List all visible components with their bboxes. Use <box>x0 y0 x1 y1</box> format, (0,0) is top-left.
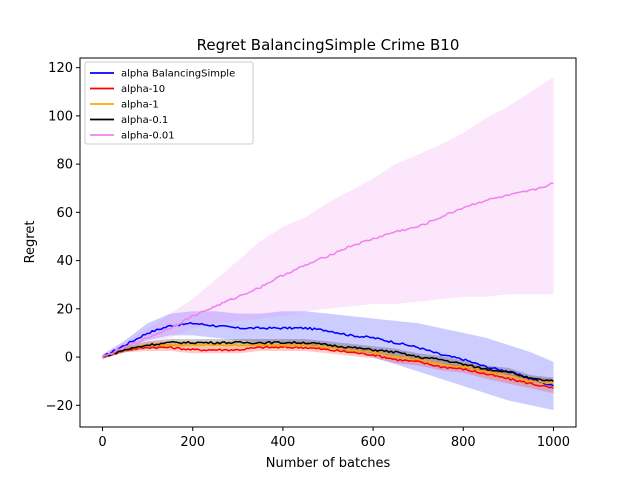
x-tick-label: 600 <box>361 435 386 450</box>
legend-box <box>84 61 254 145</box>
band-alpha-10 <box>102 343 554 394</box>
y-tick-label: −20 <box>46 399 73 414</box>
plot-frame <box>79 57 577 428</box>
line-alpha-0-01 <box>102 182 554 358</box>
y-axis-title: Regret <box>23 221 38 264</box>
x-tick-label: 1000 <box>537 435 570 450</box>
line-alpha-1 <box>102 343 554 385</box>
y-tick-label: 0 <box>65 351 73 366</box>
x-axis-ticks: 0 200 400 600 800 1000 <box>98 427 570 450</box>
line-alpha-10 <box>102 345 554 390</box>
band-alpha-0-01 <box>102 77 554 360</box>
legend-label-alpha-0-1: alpha-0.1 <box>121 115 168 126</box>
x-tick-label: 200 <box>180 435 205 450</box>
x-tick-label: 400 <box>270 435 295 450</box>
y-tick-label: 120 <box>48 61 73 76</box>
y-axis-ticks: −20 0 20 40 60 80 100 120 <box>46 61 80 414</box>
y-tick-label: 20 <box>56 302 73 317</box>
y-tick-label: 40 <box>56 254 73 269</box>
x-axis-title: Number of batches <box>266 456 391 471</box>
y-tick-label: 60 <box>56 206 73 221</box>
legend-label-alpha-1: alpha-1 <box>121 100 159 111</box>
line-alpha-0-1 <box>102 340 554 382</box>
band-alpha-0-1 <box>102 339 554 385</box>
band-alpha-balancingsimple <box>102 311 554 411</box>
legend-label-alpha-10: alpha-10 <box>121 84 165 95</box>
x-tick-label: 800 <box>451 435 476 450</box>
series-lines <box>101 182 554 390</box>
y-tick-label: 100 <box>48 109 73 124</box>
legend-label-alpha-balancingsimple: alpha BalancingSimple <box>121 69 235 80</box>
legend-label-alpha-0-01: alpha-0.01 <box>121 131 175 142</box>
x-tick-label: 0 <box>98 435 106 450</box>
legend: alpha BalancingSimple alpha-10 alpha-1 alph… <box>84 61 254 145</box>
chart-title: Regret BalancingSimple Crime B10 <box>197 36 460 54</box>
y-tick-label: 80 <box>56 158 73 173</box>
